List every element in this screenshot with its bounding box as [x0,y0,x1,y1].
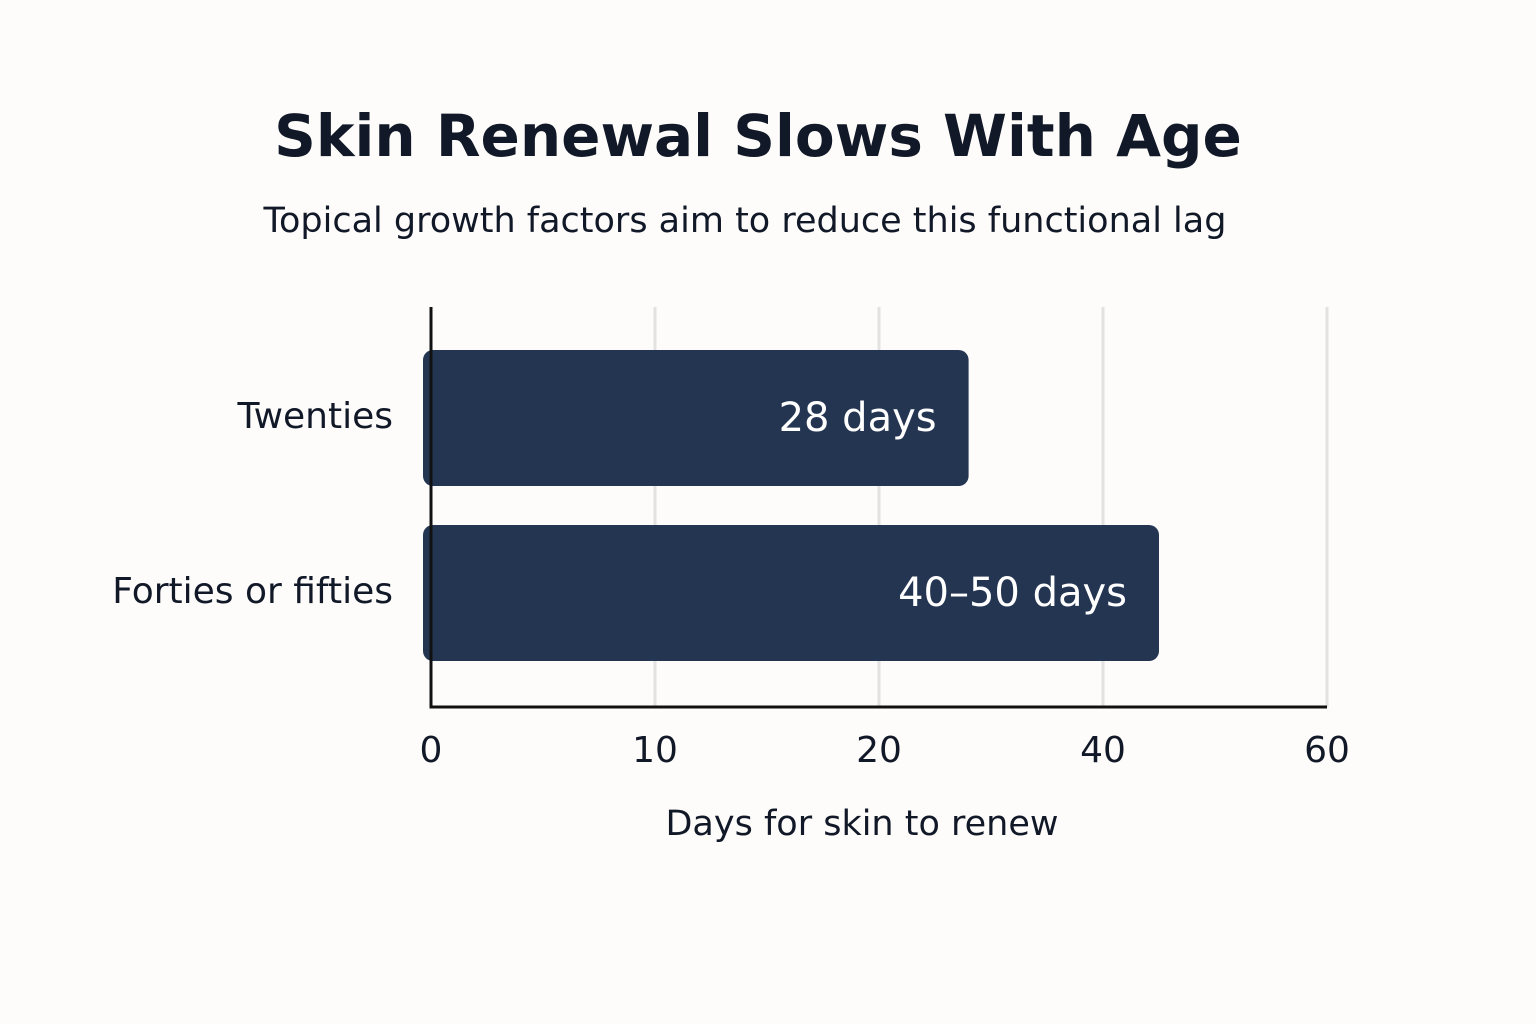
value-label: 28 days [779,395,937,441]
x-tick-label: 10 [632,730,678,771]
value-label: 40–50 days [898,570,1127,616]
x-tick-label: 40 [1080,730,1126,771]
x-axis-label: Days for skin to renew [665,804,1058,844]
x-tick-label: 20 [856,730,902,771]
category-label: Twenties [237,396,393,437]
bar [423,350,969,486]
chart-title: Skin Renewal Slows With Age [274,102,1242,170]
x-tick-label: 60 [1304,730,1350,771]
category-label: Forties or fifties [112,571,393,612]
bar [423,525,1159,661]
chart-subtitle: Topical growth factors aim to reduce thi… [263,201,1227,241]
x-tick-label: 0 [420,730,443,771]
